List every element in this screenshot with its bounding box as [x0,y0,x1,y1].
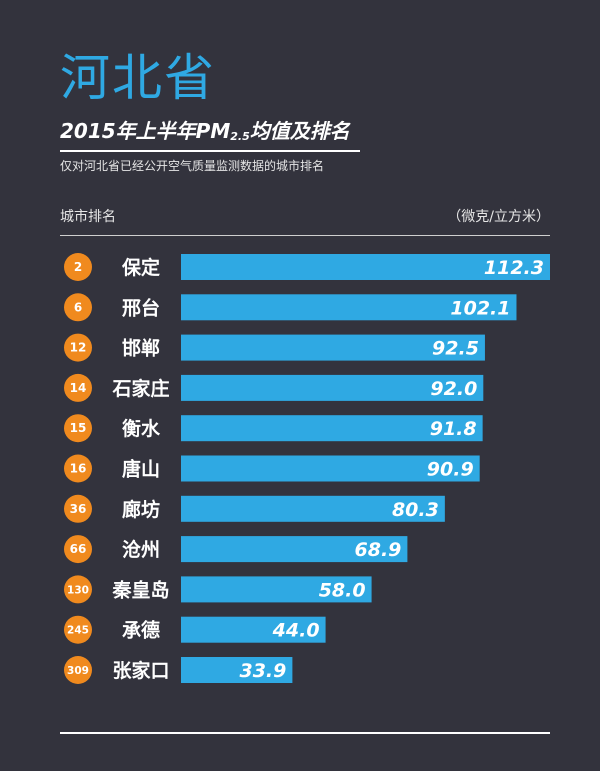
city-label: 衡水 [122,417,161,440]
bar [181,536,408,563]
rank-badge [64,575,92,604]
subtitle-sub: 2.5 [230,130,250,143]
bar [181,616,326,643]
value-label: 90.9 [427,459,474,481]
bar [181,294,517,321]
value-label: 102.1 [450,297,510,319]
subtitle-pre: 2015年上半年PM [60,119,231,143]
city-label: 邢台 [122,296,160,319]
column-header-ranking: 城市排名 [60,209,116,225]
city-label: 邯郸 [122,338,160,360]
city-label: 廊坊 [122,498,160,521]
value-label: 92.5 [432,338,479,360]
value-label: 80.3 [392,499,439,521]
rank-label: 245 [67,625,89,637]
subtitle-post: 均值及排名 [249,119,350,143]
bar [181,334,485,361]
bar [181,415,483,442]
bar [181,455,480,482]
value-label: 33.9 [239,660,286,682]
column-header-unit: （微克/立方米） [447,209,550,225]
chart-subtitle: 2015年上半年PM2.5均值及排名 [60,117,350,151]
rank-badge [64,494,92,523]
city-label: 张家口 [112,659,169,682]
rank-label: 12 [70,341,87,355]
rank-label: 2 [74,260,82,274]
rank-label: 309 [67,665,89,677]
city-label: 承德 [122,619,160,642]
rank-badge [64,414,92,443]
city-label: 石家庄 [111,377,169,400]
rank-badge [64,373,92,402]
bar [181,495,445,522]
bar [181,254,550,280]
rank-badge [64,615,92,644]
value-label: 68.9 [355,539,402,561]
chart-note: 仅对河北省已经公开空气质量监测数据的城市排名 [60,159,325,173]
column-header-divider [60,235,550,236]
page-title: 河北省 [60,49,216,107]
rank-label: 14 [70,381,87,395]
value-label: 112.3 [484,257,544,279]
rank-badge [64,656,92,684]
rank-label: 6 [74,300,82,314]
rank-badge [64,333,92,362]
city-label: 唐山 [122,458,160,481]
rank-label: 130 [67,584,89,596]
city-label: 沧州 [122,538,160,561]
value-label: 58.0 [319,579,366,601]
rank-badge [64,293,92,322]
bar [181,576,372,603]
rank-badge [64,253,92,281]
city-label: 保定 [121,256,160,279]
rank-label: 16 [70,462,87,476]
rank-label: 15 [70,421,87,435]
value-label: 91.8 [430,418,477,440]
value-label: 44.0 [272,620,320,642]
header-divider [60,150,360,152]
bar [181,374,484,401]
city-label: 秦皇岛 [111,578,169,601]
rank-label: 36 [70,502,87,516]
rank-badge [64,454,92,483]
footer-divider [60,732,550,734]
rank-label: 66 [70,542,87,556]
bar [181,657,293,683]
rank-badge [64,535,92,564]
value-label: 92.0 [430,378,477,400]
